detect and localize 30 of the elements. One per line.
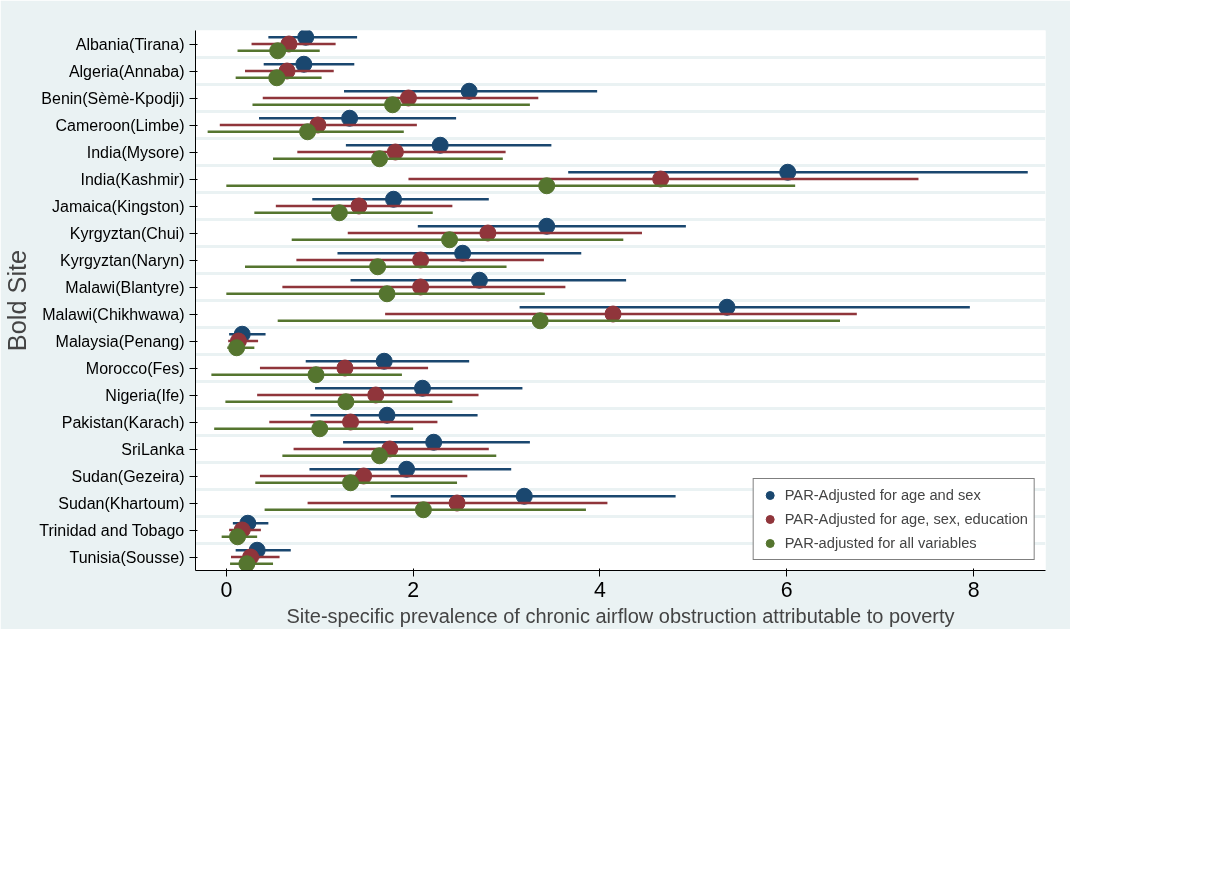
y-tick-label: India(Mysore) [86,143,185,161]
y-tick-label: Trinidad and Tobago [39,521,185,539]
legend-label: PAR-Adjusted for age and sex [784,487,981,503]
legend-label: PAR-adjusted for all variables [784,535,977,551]
y-tick-label: SriLanka [121,440,185,458]
y-tick-label: Algeria(Annaba) [68,62,185,80]
y-tick-label: Cameroon(Limbe) [55,116,185,134]
legend-label: PAR-Adjusted for age, sex, education [784,511,1028,527]
y-tick-label: Nigeria(Ife) [105,386,185,404]
y-tick-label: India(Kashmir) [80,170,185,188]
x-tick-label: 2 [407,577,420,602]
x-axis-title: Site-specific prevalence of chronic airflow obstruction attributable to poverty [286,604,955,627]
y-tick-label: Morocco(Fes) [85,359,185,377]
y-tick-label: Malawi(Blantyre) [65,278,185,296]
y-tick-label: Albania(Tirana) [75,35,185,53]
y-tick-label: Malaysia(Penang) [55,332,185,350]
y-tick-label: Sudan(Khartoum) [58,494,185,512]
y-tick-label: Jamaica(Kingston) [52,197,185,215]
y-tick-label: Pakistan(Karach) [61,413,185,431]
x-tick-label: 6 [780,577,793,602]
y-tick-label: Benin(Sèmè-Kpodji) [41,89,185,107]
y-tick-label: Malawi(Chikhwawa) [42,305,185,323]
y-tick-label: Sudan(Gezeira) [71,467,185,485]
y-tick-label: Kyrgyztan(Naryn) [60,251,185,269]
x-tick-label: 4 [594,577,607,602]
y-axis-title: Bold Site [3,249,32,352]
x-tick-label: 8 [967,577,980,602]
x-tick-label: 0 [220,577,233,602]
y-tick-label: Tunisia(Sousse) [69,548,185,566]
y-tick-label: Kyrgyztan(Chui) [69,224,185,242]
